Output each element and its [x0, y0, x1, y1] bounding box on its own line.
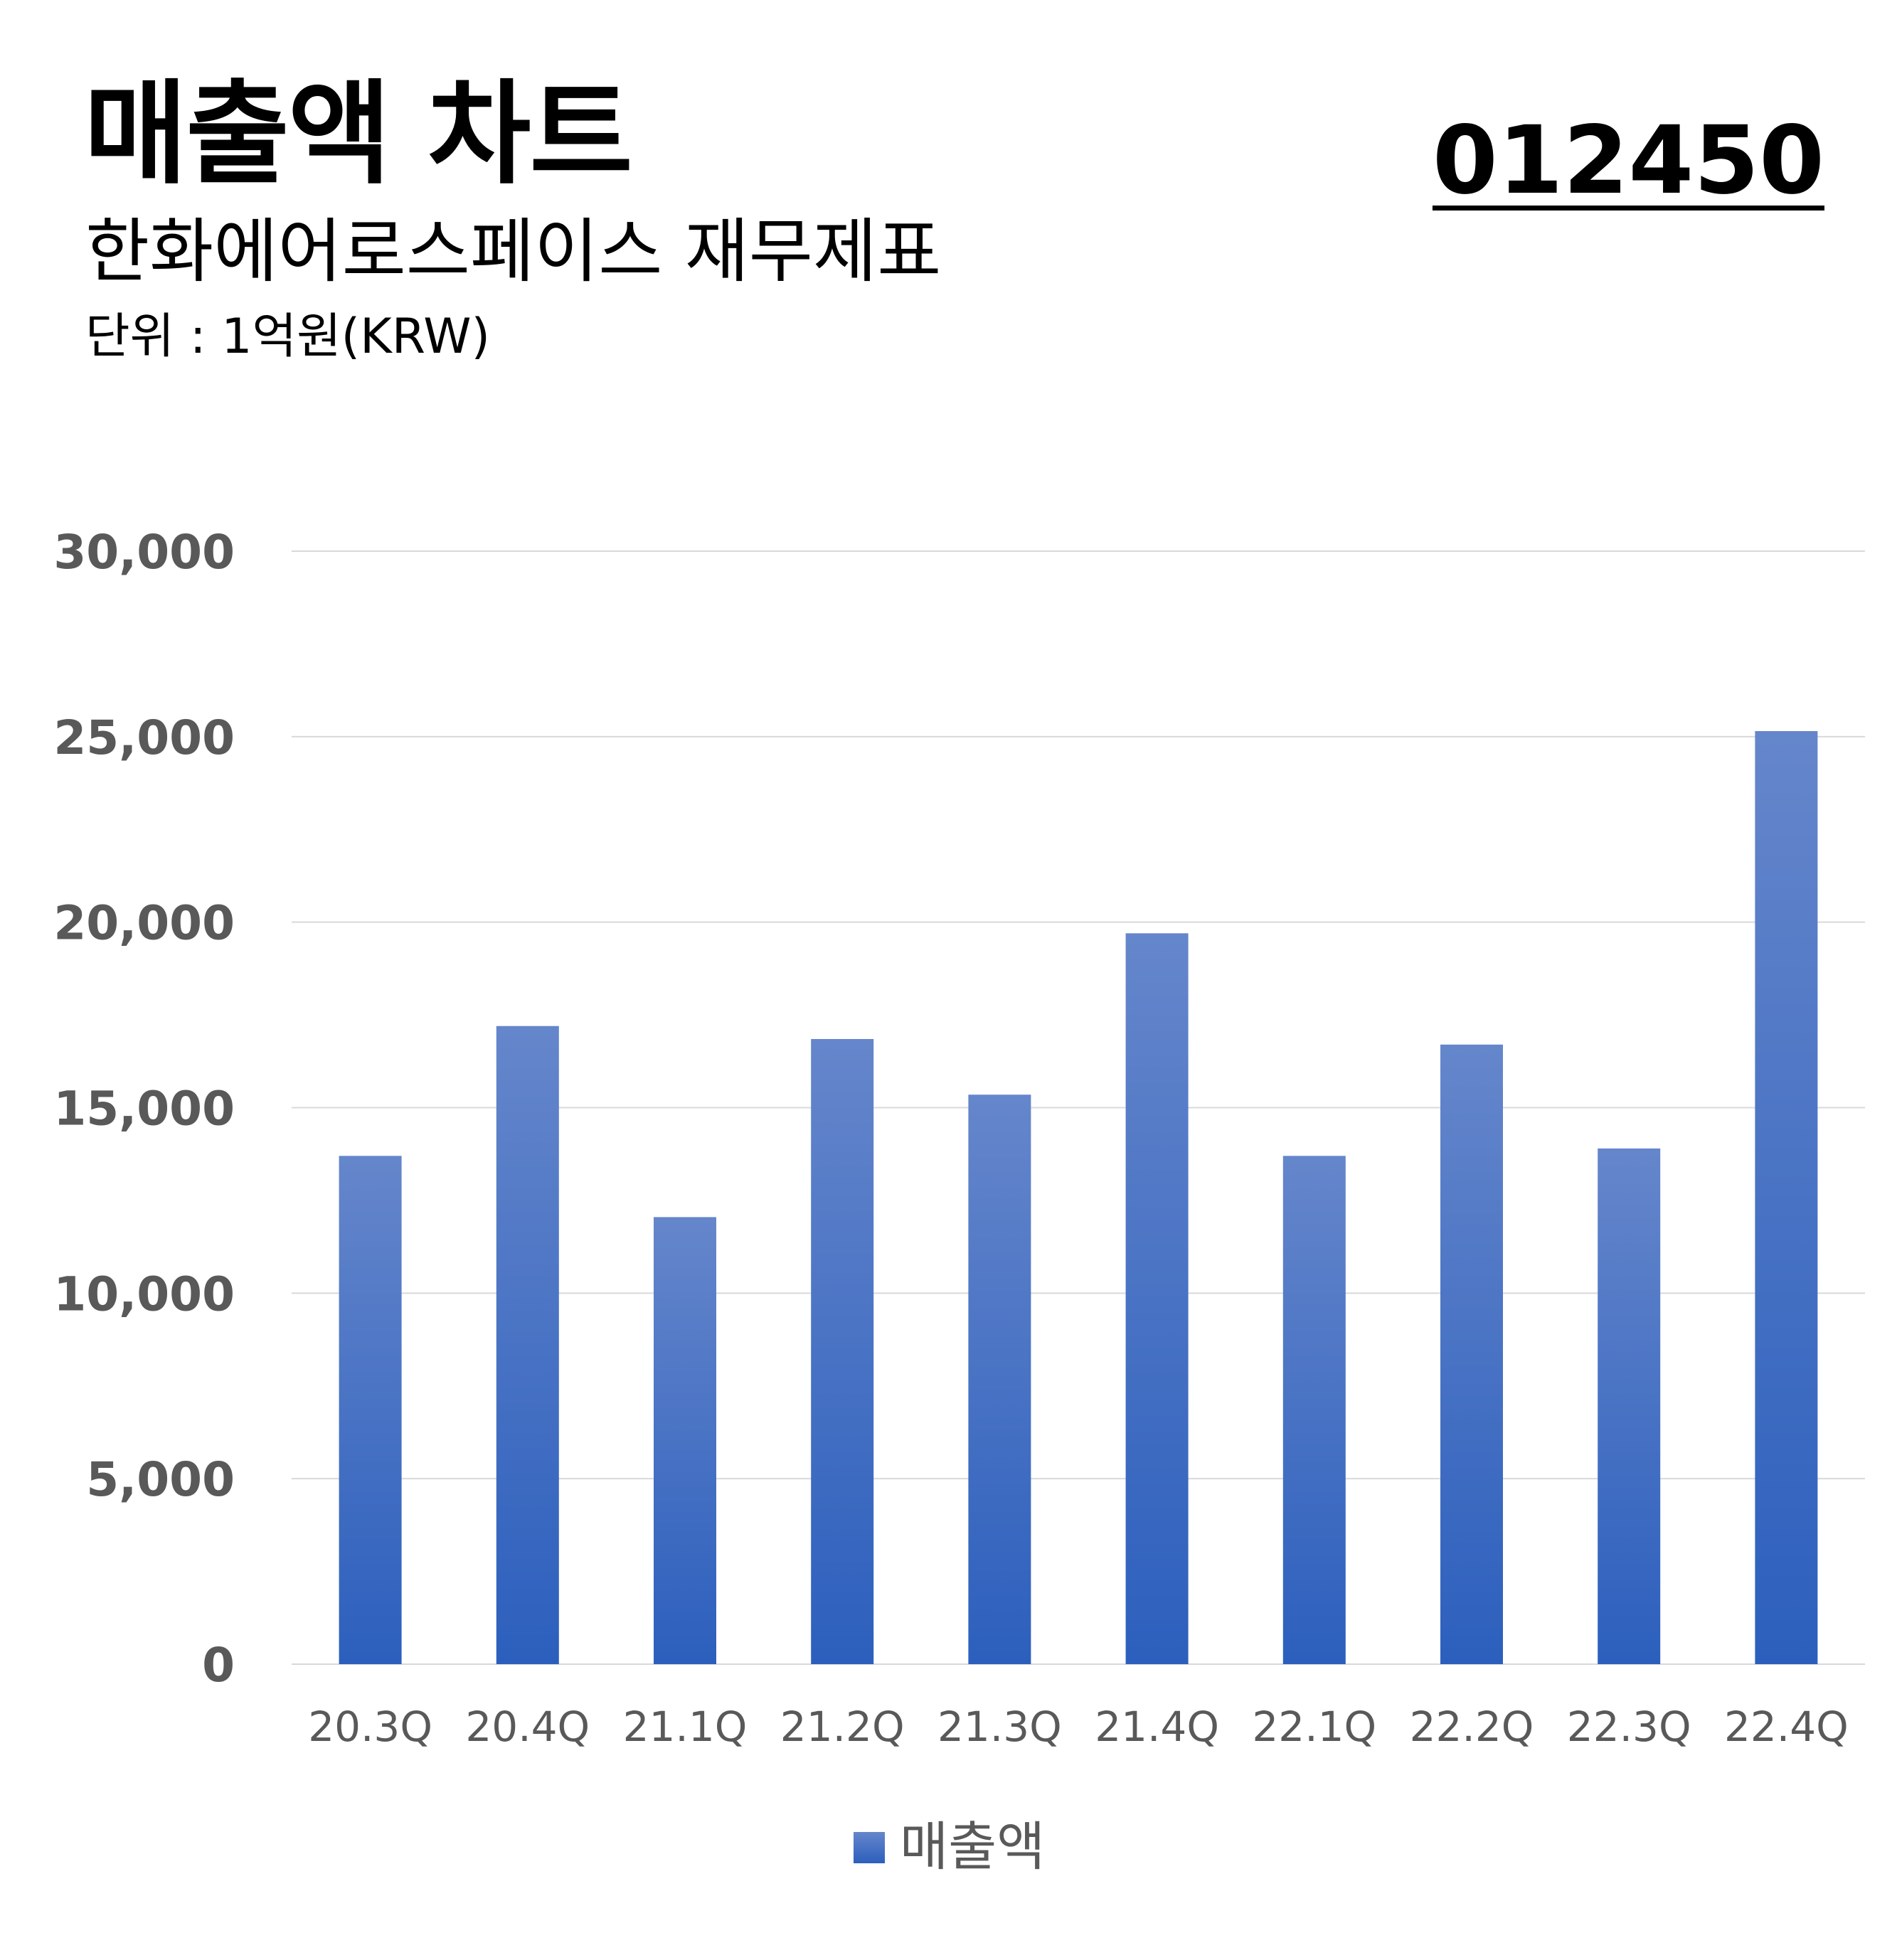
- bar-20.4Q: [496, 1026, 559, 1664]
- x-axis-ticks: 20.3Q 20.4Q 21.1Q 21.2Q 21.3Q 21.4Q 22.1Q 22.2Q…: [308, 1703, 1849, 1751]
- y-tick-label: 20,000: [53, 896, 235, 951]
- x-tick-label: 22.4Q: [1724, 1703, 1849, 1751]
- bar-22.3Q: [1598, 1148, 1661, 1664]
- legend-label: 매출액: [900, 1816, 1045, 1878]
- unit-label: 단위 : 1억원(KRW): [85, 309, 491, 365]
- x-tick-label: 22.1Q: [1252, 1703, 1376, 1751]
- stock-code: 012450: [1432, 106, 1824, 215]
- x-tick-label: 22.3Q: [1567, 1703, 1691, 1751]
- bar-22.4Q: [1755, 731, 1818, 1664]
- y-tick-label: 15,000: [53, 1082, 235, 1136]
- y-tick-label: 30,000: [53, 525, 235, 580]
- y-tick-label: 10,000: [53, 1267, 235, 1321]
- x-tick-label: 21.4Q: [1095, 1703, 1219, 1751]
- bar-21.1Q: [654, 1217, 716, 1664]
- bar-21.2Q: [811, 1038, 874, 1664]
- x-tick-label: 22.2Q: [1410, 1703, 1534, 1751]
- bars: [339, 731, 1818, 1664]
- legend: 매출액: [854, 1816, 1045, 1878]
- y-tick-label: 25,000: [53, 710, 235, 765]
- x-tick-label: 21.2Q: [780, 1703, 905, 1751]
- bar-22.1Q: [1282, 1156, 1346, 1664]
- bar-21.3Q: [968, 1094, 1031, 1664]
- x-tick-label: 21.1Q: [623, 1703, 748, 1751]
- chart-title: 매출액 차트: [84, 69, 633, 200]
- x-tick-label: 21.3Q: [937, 1703, 1062, 1751]
- bar-20.3Q: [339, 1156, 402, 1664]
- legend-swatch: [854, 1832, 885, 1863]
- bar-22.2Q: [1440, 1044, 1503, 1664]
- y-tick-label: 5,000: [86, 1452, 235, 1507]
- x-tick-label: 20.4Q: [465, 1703, 590, 1751]
- y-axis-ticks: 0 5,000 10,000 15,000 20,000 25,000 30,000: [53, 525, 235, 1693]
- bar-21.4Q: [1125, 933, 1189, 1664]
- y-tick-label: 0: [202, 1638, 235, 1693]
- chart-subtitle: 한화에어로스페이스 재무제표: [85, 211, 942, 292]
- x-tick-label: 20.3Q: [308, 1703, 432, 1751]
